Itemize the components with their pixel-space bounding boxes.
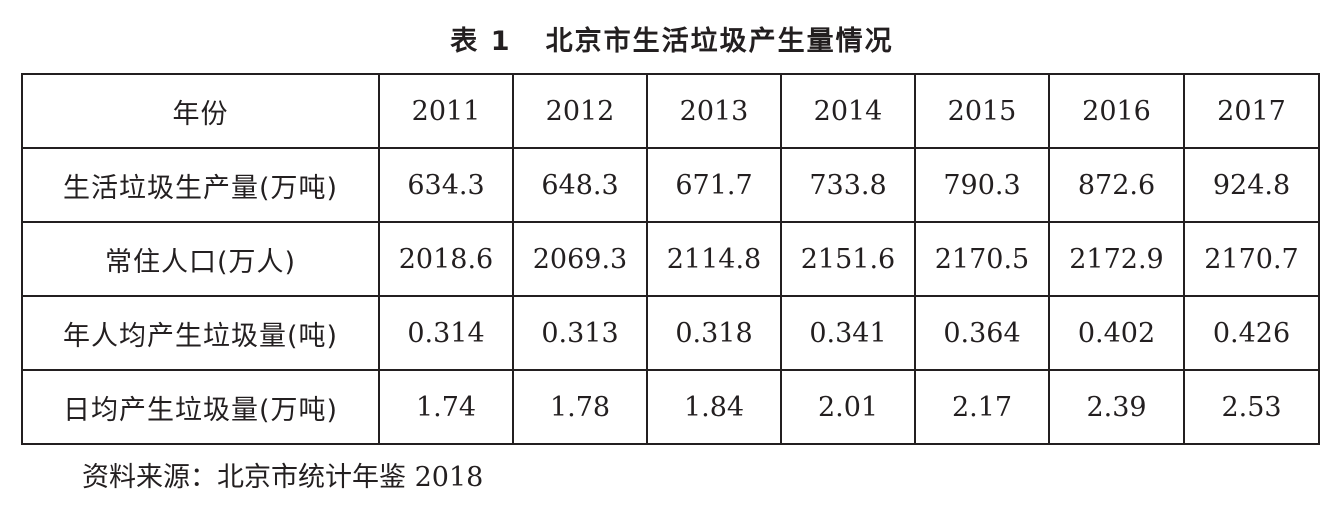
value-cell: 790.3 bbox=[914, 147, 1050, 223]
header-year-cell: 2014 bbox=[780, 73, 916, 149]
header-year-cell: 2016 bbox=[1048, 73, 1185, 149]
value-cell: 0.402 bbox=[1048, 295, 1185, 371]
value-cell: 634.3 bbox=[378, 147, 514, 223]
row-label-cell: 生活垃圾生产量(万吨) bbox=[21, 147, 380, 223]
value-cell: 0.364 bbox=[914, 295, 1050, 371]
value-cell: 648.3 bbox=[512, 147, 648, 223]
value-cell: 2170.5 bbox=[914, 221, 1050, 297]
value-cell: 1.74 bbox=[378, 369, 514, 445]
value-cell: 671.7 bbox=[646, 147, 782, 223]
header-year-cell: 2011 bbox=[378, 73, 514, 149]
value-cell: 0.318 bbox=[646, 295, 782, 371]
value-cell: 2.17 bbox=[914, 369, 1050, 445]
value-cell: 872.6 bbox=[1048, 147, 1185, 223]
garbage-data-table: 年份 2011 2012 2013 2014 2015 2016 2017 生活… bbox=[21, 73, 1320, 445]
table-row: 生活垃圾生产量(万吨) 634.3 648.3 671.7 733.8 790.… bbox=[21, 147, 1320, 223]
table-row: 常住人口(万人) 2018.6 2069.3 2114.8 2151.6 217… bbox=[21, 221, 1320, 297]
value-cell: 0.314 bbox=[378, 295, 514, 371]
value-cell: 0.426 bbox=[1183, 295, 1320, 371]
header-year-cell: 2013 bbox=[646, 73, 782, 149]
row-label-cell: 常住人口(万人) bbox=[21, 221, 380, 297]
table-title: 表 1 北京市生活垃圾产生量情况 bbox=[450, 26, 894, 57]
header-year-cell: 2015 bbox=[914, 73, 1050, 149]
value-cell: 2114.8 bbox=[646, 221, 782, 297]
value-cell: 1.78 bbox=[512, 369, 648, 445]
value-cell: 0.341 bbox=[780, 295, 916, 371]
row-label-cell: 日均产生垃圾量(万吨) bbox=[21, 369, 380, 445]
table-row: 日均产生垃圾量(万吨) 1.74 1.78 1.84 2.01 2.17 2.3… bbox=[21, 369, 1320, 445]
value-cell: 924.8 bbox=[1183, 147, 1320, 223]
value-cell: 0.313 bbox=[512, 295, 648, 371]
value-cell: 2170.7 bbox=[1183, 221, 1320, 297]
source-note: 资料来源：北京市统计年鉴 2018 bbox=[82, 462, 484, 493]
value-cell: 1.84 bbox=[646, 369, 782, 445]
value-cell: 2151.6 bbox=[780, 221, 916, 297]
header-row: 年份 2011 2012 2013 2014 2015 2016 2017 bbox=[21, 73, 1320, 149]
row-label-cell: 年人均产生垃圾量(吨) bbox=[21, 295, 380, 371]
value-cell: 2.39 bbox=[1048, 369, 1185, 445]
table-row: 年人均产生垃圾量(吨) 0.314 0.313 0.318 0.341 0.36… bbox=[21, 295, 1320, 371]
value-cell: 733.8 bbox=[780, 147, 916, 223]
value-cell: 2018.6 bbox=[378, 221, 514, 297]
value-cell: 2172.9 bbox=[1048, 221, 1185, 297]
header-year-cell: 2017 bbox=[1183, 73, 1320, 149]
value-cell: 2.01 bbox=[780, 369, 916, 445]
value-cell: 2.53 bbox=[1183, 369, 1320, 445]
value-cell: 2069.3 bbox=[512, 221, 648, 297]
header-label-cell: 年份 bbox=[21, 73, 380, 149]
header-year-cell: 2012 bbox=[512, 73, 648, 149]
